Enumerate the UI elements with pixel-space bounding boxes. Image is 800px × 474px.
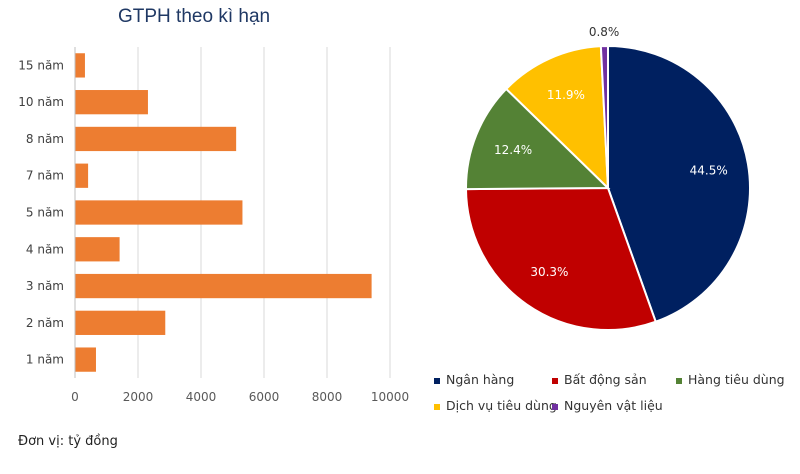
legend-item-dich-vu-tieu-dung: Dịch vụ tiêu dùng [434, 398, 557, 413]
bar [75, 237, 120, 262]
pie-data-label: 11.9% [547, 88, 585, 102]
y-category-label: 4 năm [26, 242, 64, 256]
legend-swatch [434, 377, 440, 384]
legend-label: Ngân hàng [446, 372, 515, 387]
x-tick-label: 0 [71, 390, 79, 404]
legend-item-nguyen-vat-lieu: Nguyên vật liệu [552, 398, 663, 413]
bar [75, 90, 148, 115]
bar [75, 273, 372, 299]
y-category-label: 1 năm [26, 353, 64, 367]
x-tick-label: 6000 [249, 390, 280, 404]
pie-slice [464, 186, 658, 332]
bar-chart: 0 2000 4000 6000 8000 10000 1 năm 2 năm 3 năm 4 n… [18, 47, 409, 404]
legend-item-ngan-hang: Ngân hàng [434, 372, 514, 387]
pie-chart: 44.5% 30.3% 12.4% 11.9% 0.8% [464, 25, 752, 332]
y-category-label: 2 năm [26, 316, 64, 330]
pie-slice [599, 44, 609, 189]
x-tick-label: 2000 [123, 390, 154, 404]
y-category-label: 8 năm [26, 132, 64, 146]
bar-chart-title: GTPH theo kì hạn [118, 6, 271, 27]
x-tick-label: 8000 [312, 390, 343, 404]
pie-data-label: 30.3% [530, 265, 568, 279]
legend-label: Nguyên vật liệu [564, 398, 663, 413]
legend-swatch [434, 403, 440, 410]
pie-data-label: 44.5% [690, 164, 728, 178]
bar [75, 126, 237, 152]
pie-slice [607, 44, 752, 324]
bar [75, 53, 85, 78]
y-category-label: 3 năm [26, 279, 64, 293]
pie-data-label: 12.4% [494, 143, 532, 157]
legend-label: Bất động sản [564, 372, 647, 387]
x-tick-label: 10000 [371, 390, 409, 404]
legend-swatch [676, 377, 682, 384]
legend-label: Hàng tiêu dùng [688, 372, 785, 387]
y-category-label: 7 năm [26, 169, 64, 183]
legend-label: Dịch vụ tiêu dùng [446, 398, 557, 413]
pie-slice [504, 45, 610, 191]
bar [75, 347, 96, 372]
unit-note: Đơn vị: tỷ đồng [18, 434, 118, 449]
pie-slice [464, 87, 611, 191]
y-category-label: 5 năm [26, 206, 64, 220]
legend-item-hang-tieu-dung: Hàng tiêu dùng [676, 372, 785, 387]
y-category-label: 10 năm [18, 95, 64, 109]
legend-swatch [552, 377, 558, 384]
legend-item-bat-dong-san: Bất động sản [552, 372, 647, 387]
bar [75, 163, 89, 188]
pie-data-label: 0.8% [589, 25, 620, 39]
legend-swatch [552, 403, 558, 410]
bar [75, 310, 166, 335]
x-tick-label: 4000 [186, 390, 217, 404]
bar [75, 200, 243, 225]
y-category-label: 15 năm [18, 58, 64, 72]
